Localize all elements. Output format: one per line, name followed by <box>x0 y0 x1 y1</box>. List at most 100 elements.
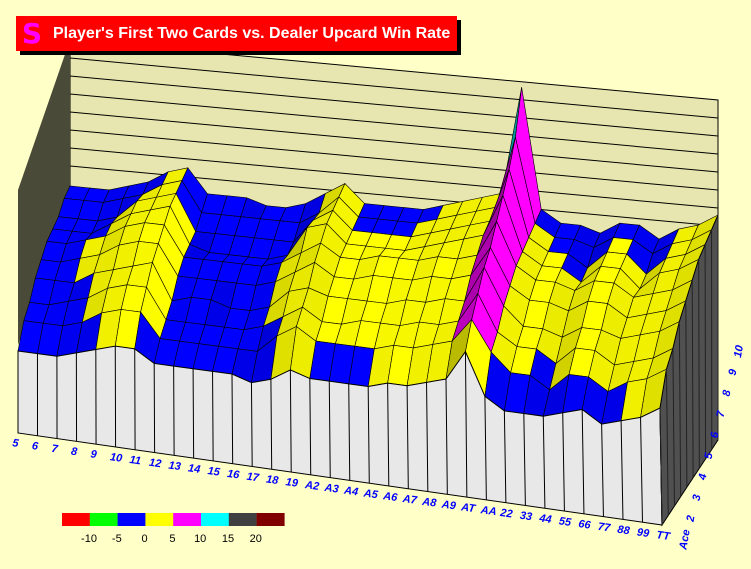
x-tick-label: 8 <box>70 446 79 459</box>
x-tick-label: 14 <box>187 462 201 476</box>
back-wall-gridline <box>69 111 719 173</box>
legend-swatch <box>89 513 118 526</box>
front-wall-divider <box>289 369 292 473</box>
x-tick-label: A8 <box>420 496 437 510</box>
legend-swatch <box>117 513 146 526</box>
x-tick-label: 66 <box>578 518 593 532</box>
legend-label: 10 <box>194 533 206 545</box>
x-tick-label: 7 <box>51 443 60 456</box>
left-wall <box>18 40 70 345</box>
y-tick-label: 2 <box>684 515 697 524</box>
x-tick-label: 17 <box>246 471 261 485</box>
back-wall-gridline <box>69 75 719 137</box>
front-wall-divider <box>309 378 312 475</box>
x-tick-label: A5 <box>362 487 379 501</box>
chart-title-banner: S Player's First Two Cards vs. Dealer Up… <box>16 16 457 51</box>
front-wall-divider <box>503 410 507 503</box>
legend-swatch <box>145 513 174 526</box>
legend-label: -10 <box>81 533 97 545</box>
front-wall-divider <box>581 409 585 514</box>
x-tick-label: 10 <box>109 451 124 465</box>
x-tick-label: A9 <box>440 498 457 512</box>
front-wall-divider <box>426 382 429 492</box>
y-tick-label: 4 <box>696 473 709 482</box>
legend-label: -5 <box>112 533 122 545</box>
front-wall-divider <box>464 351 468 498</box>
x-tick-label: 44 <box>538 512 553 526</box>
right-wall-divider <box>698 259 700 469</box>
right-wall-divider <box>665 369 669 516</box>
x-tick-label: A6 <box>381 490 398 504</box>
y-tick-label: 8 <box>721 388 734 397</box>
legend-swatch <box>62 513 90 526</box>
x-tick-label: 99 <box>636 526 651 540</box>
front-wall-divider <box>387 383 390 486</box>
x-tick-label: 12 <box>148 457 162 471</box>
front-wall-divider <box>523 413 526 506</box>
front-wall-divider <box>367 386 370 484</box>
x-tick-label: 55 <box>558 515 573 529</box>
front-wall-divider <box>328 381 331 478</box>
front-wall-divider <box>212 371 214 461</box>
x-tick-label: 5 <box>12 437 21 450</box>
front-wall-divider <box>445 378 448 495</box>
x-tick-label: 6 <box>31 440 40 453</box>
y-tick-label: 5 <box>703 451 716 460</box>
x-tick-label: 33 <box>519 510 533 524</box>
legend-label: 0 <box>142 533 148 545</box>
legend-swatch <box>173 513 202 526</box>
front-wall-divider <box>270 379 273 470</box>
surface <box>17 87 719 425</box>
back-wall-gridline <box>69 93 719 155</box>
legend-swatch <box>256 513 285 526</box>
front-wall-divider <box>542 416 546 509</box>
right-wall-divider <box>685 300 688 488</box>
x-tick-label: 88 <box>617 524 632 538</box>
x-tick-label: 9 <box>90 448 99 461</box>
x-tick-label: 19 <box>285 476 300 490</box>
x-tick-label: 11 <box>129 454 142 467</box>
y-tick-label: 7 <box>715 409 728 418</box>
x-tick-label: A4 <box>342 485 359 499</box>
front-wall-divider <box>406 385 409 489</box>
x-tick-label: 22 <box>499 507 514 521</box>
front-wall-divider <box>640 417 643 523</box>
x-tick-label: AT <box>459 501 477 515</box>
front-wall-divider <box>601 424 604 517</box>
legend-swatch <box>201 513 229 526</box>
y-tick-label: 3 <box>691 494 704 502</box>
x-tick-label: 13 <box>168 460 182 474</box>
y-tick-label: 10 <box>732 344 746 359</box>
y-tick-label: 6 <box>709 430 722 439</box>
y-tick-label: Ace <box>677 528 692 551</box>
right-wall-divider <box>659 407 663 526</box>
front-wall-divider <box>484 396 487 500</box>
front-wall-divider <box>562 412 565 512</box>
x-tick-label: 18 <box>265 473 280 487</box>
x-tick-label: 16 <box>226 468 241 482</box>
front-wall-divider <box>250 382 253 467</box>
legend-swatch <box>228 513 257 526</box>
front-wall-divider <box>620 420 624 520</box>
x-tick-label: A7 <box>401 493 418 507</box>
back-wall-gridline <box>69 129 719 191</box>
back-wall-gridline <box>69 147 719 209</box>
legend-label: 5 <box>169 533 175 545</box>
legend-label: 20 <box>250 533 262 545</box>
back-wall-gridline <box>69 57 719 119</box>
app-logo-icon: S <box>21 16 43 50</box>
front-wall-divider <box>348 383 351 481</box>
right-wall-divider <box>691 280 694 478</box>
x-tick-label: A2 <box>303 479 320 493</box>
color-legend: -10 -5 0 5 10 15 20 <box>62 513 285 545</box>
right-wall-divider <box>672 348 675 507</box>
front-wall-divider <box>231 373 234 464</box>
x-tick-label: 15 <box>207 465 222 479</box>
x-tick-label: TT <box>656 529 672 543</box>
chart-title: Player's First Two Cards vs. Dealer Upca… <box>53 24 451 42</box>
x-tick-label: 77 <box>597 521 612 535</box>
front-wall-divider <box>192 368 195 459</box>
right-wall-divider <box>678 321 682 497</box>
